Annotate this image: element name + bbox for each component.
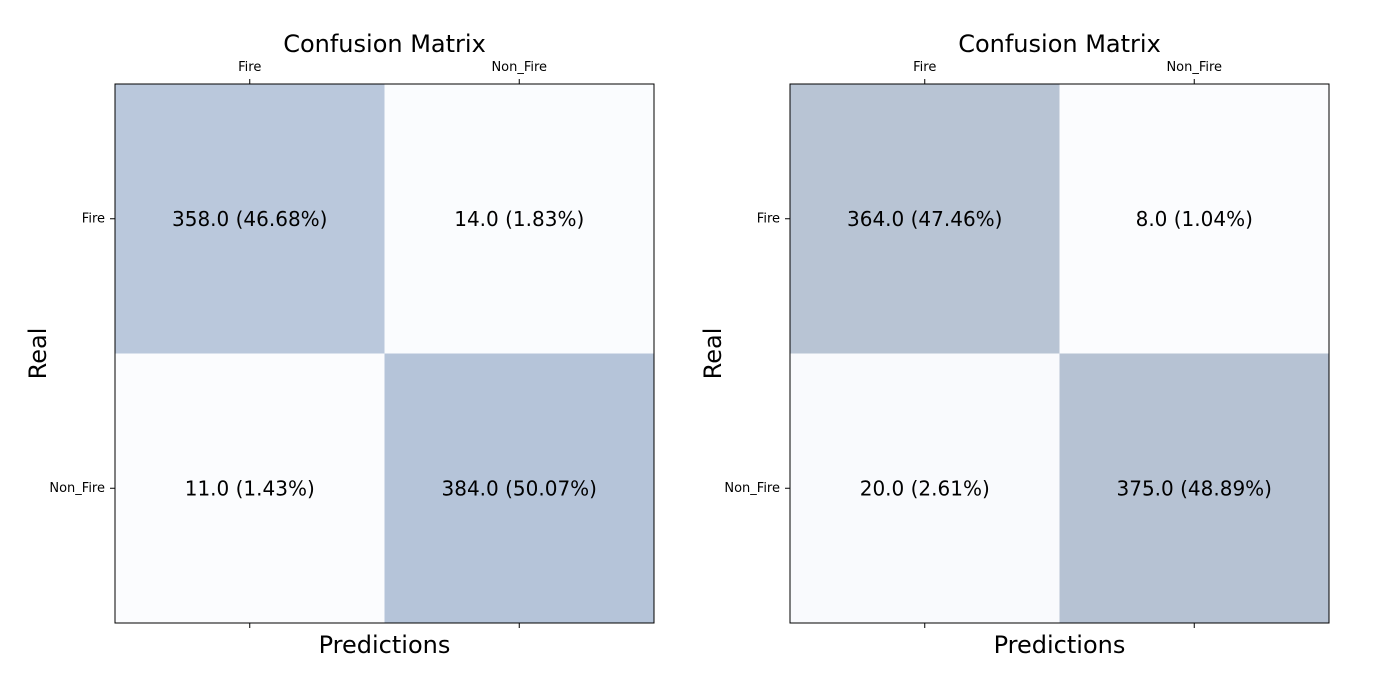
cell-value-label: 384.0 (50.07%) bbox=[442, 476, 597, 500]
chart-title: Confusion Matrix bbox=[958, 30, 1161, 58]
y-axis-label: Real bbox=[699, 328, 727, 380]
matrix-cell bbox=[1059, 353, 1329, 623]
y-axis-label: Real bbox=[24, 328, 52, 380]
cell-value-label: 375.0 (48.89%) bbox=[1117, 476, 1272, 500]
x-axis-label: Predictions bbox=[994, 631, 1126, 659]
confusion-matrix-panel-1: 358.0 (46.68%) 14.0 (1.83%) 11.0 (1.43%) 38… bbox=[24, 30, 655, 659]
y-tick-label: Non_Fire bbox=[724, 481, 780, 496]
matrix-frame bbox=[114, 83, 655, 624]
matrix-cell bbox=[1059, 84, 1329, 354]
y-tick-label: Fire bbox=[757, 211, 780, 226]
x-tick-label: Fire bbox=[913, 60, 936, 75]
x-tick-label: Non_Fire bbox=[1166, 60, 1222, 75]
matrix-frame bbox=[789, 83, 1330, 624]
x-axis-label: Predictions bbox=[319, 631, 451, 659]
x-tick-label: Non_Fire bbox=[491, 60, 547, 75]
chart-title: Confusion Matrix bbox=[283, 30, 486, 58]
matrix-cell bbox=[384, 353, 654, 623]
cell-value-label: 20.0 (2.61%) bbox=[860, 476, 990, 500]
cell-value-label: 14.0 (1.83%) bbox=[454, 207, 584, 231]
confusion-matrix-panel-2: 364.0 (47.46%) 8.0 (1.04%) 20.0 (2.61%) 375… bbox=[699, 30, 1330, 659]
cell-value-label: 364.0 (47.46%) bbox=[847, 207, 1002, 231]
x-tick-label: Fire bbox=[238, 60, 261, 75]
cell-value-label: 358.0 (46.68%) bbox=[172, 207, 327, 231]
matrix-cell bbox=[115, 84, 385, 354]
matrix-cell bbox=[790, 84, 1060, 354]
y-tick-label: Fire bbox=[82, 211, 105, 226]
matrix-cell bbox=[790, 353, 1060, 623]
y-tick-label: Non_Fire bbox=[49, 481, 105, 496]
cell-value-label: 11.0 (1.43%) bbox=[185, 476, 315, 500]
matrix-cell bbox=[384, 84, 654, 354]
cell-value-label: 8.0 (1.04%) bbox=[1136, 207, 1253, 231]
matrix-cell bbox=[115, 353, 385, 623]
